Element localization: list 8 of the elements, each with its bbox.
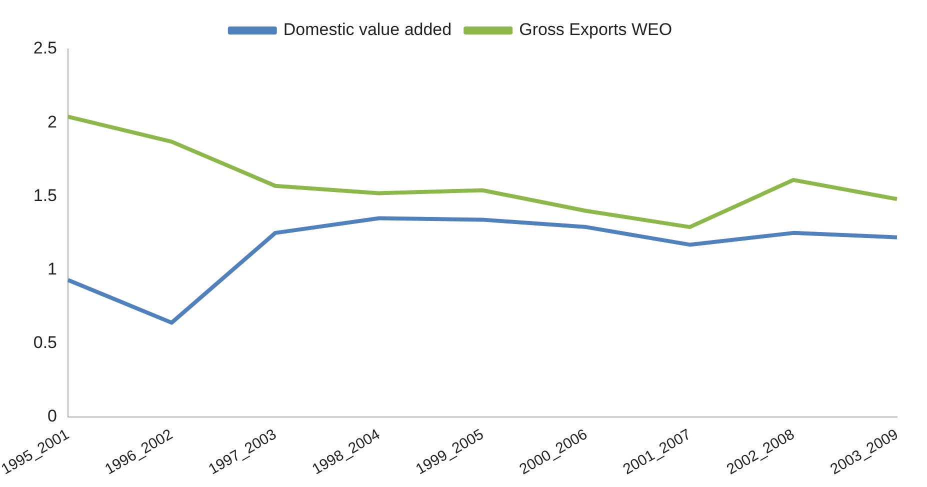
y-tick-label: 0 xyxy=(48,406,58,426)
y-tick-label: 1.5 xyxy=(33,186,58,205)
y-tick-label: 0.5 xyxy=(33,332,58,352)
y-tick-label: 1 xyxy=(48,259,58,278)
y-tick-label: 2.5 xyxy=(33,38,58,58)
legend-label: Gross Exports WEO xyxy=(519,20,672,40)
legend-label: Domestic value added xyxy=(283,20,452,40)
y-tick-label: 2 xyxy=(48,112,58,132)
